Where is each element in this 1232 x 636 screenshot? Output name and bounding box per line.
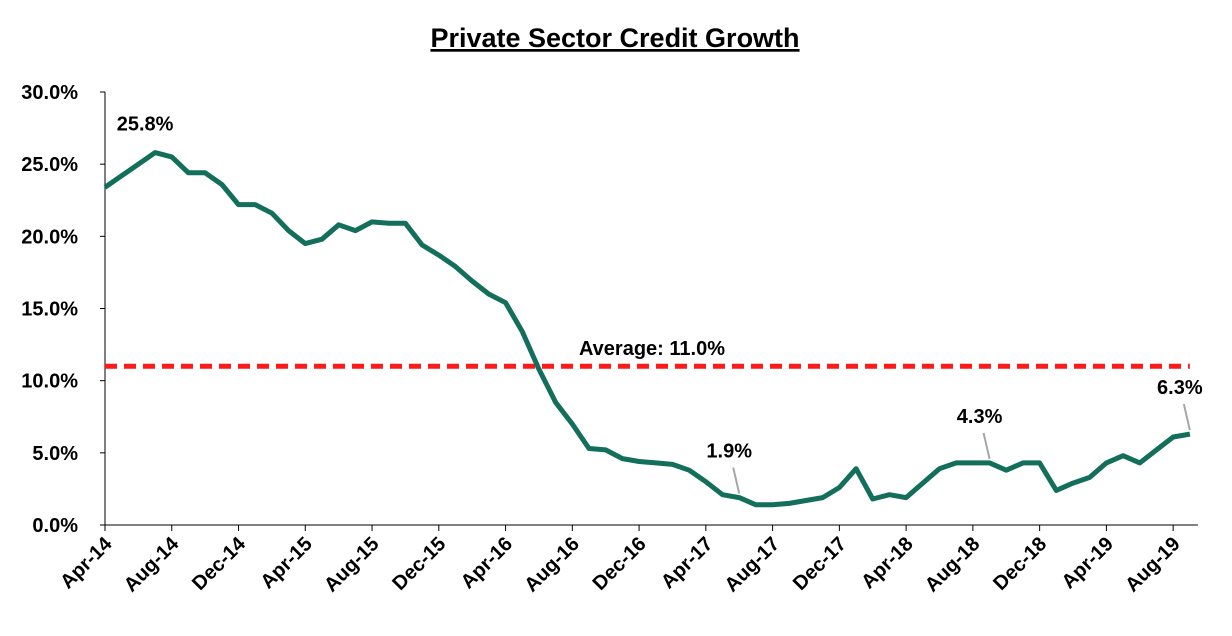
x-tick-label: Aug-18	[921, 533, 984, 596]
data-label: 25.8%	[117, 114, 174, 136]
x-tick-label: Aug-16	[520, 533, 583, 596]
x-tick-label: Dec-14	[188, 532, 251, 595]
x-tick-label: Apr-14	[56, 532, 117, 593]
x-tick-label: Dec-15	[388, 533, 450, 595]
y-tick-label: 0.0%	[32, 515, 78, 537]
x-tick-label: Apr-15	[256, 533, 316, 593]
y-tick-label: 30.0%	[21, 82, 78, 104]
data-label: 4.3%	[957, 406, 1003, 428]
y-tick-label: 5.0%	[32, 443, 78, 465]
x-tick-label: Dec-16	[589, 533, 651, 595]
leader-line	[982, 432, 991, 460]
x-tick-label: Dec-18	[989, 533, 1051, 595]
x-tick-label: Aug-19	[1121, 533, 1184, 596]
x-tick-label: Apr-18	[857, 533, 917, 593]
average-label: Average: 11.0%	[579, 338, 725, 360]
data-label: 1.9%	[706, 441, 752, 463]
y-tick-label: 10.0%	[21, 371, 78, 393]
data-label: 6.3%	[1157, 377, 1203, 399]
x-tick-label: Dec-17	[789, 533, 851, 595]
x-tick-label: Apr-16	[457, 533, 517, 593]
leader-line	[1182, 403, 1191, 431]
line-series	[103, 150, 1191, 508]
y-tick-label: 20.0%	[21, 226, 78, 248]
x-tick-label: Aug-15	[320, 533, 383, 596]
x-tick-label: Aug-17	[721, 533, 784, 596]
x-tick-label: Aug-14	[120, 532, 184, 596]
x-tick-label: Apr-17	[657, 533, 717, 593]
x-tick-label: Apr-19	[1058, 533, 1118, 593]
chart-title: Private Sector Credit Growth	[430, 23, 799, 53]
y-tick-label: 25.0%	[21, 154, 78, 176]
y-tick-label: 15.0%	[21, 299, 78, 321]
leader-line	[732, 467, 741, 494]
